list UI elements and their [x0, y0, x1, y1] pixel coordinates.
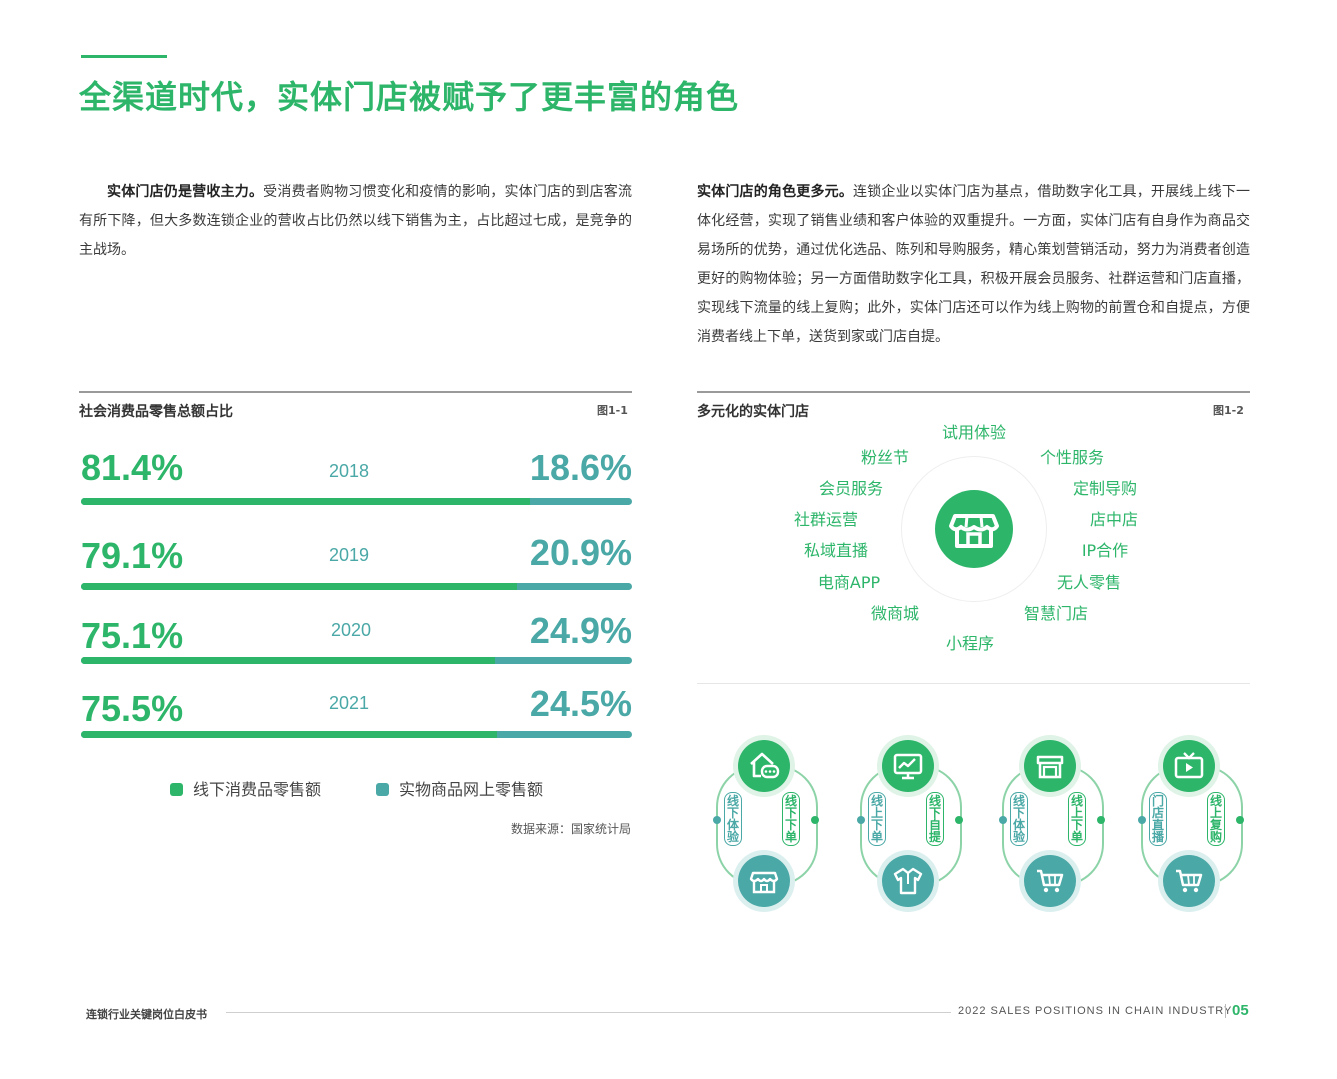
role-label: 微商城: [870, 604, 920, 623]
flow-card: 线上下单 线下自提: [857, 735, 964, 912]
flow-left-label: 线上下单: [868, 792, 886, 846]
flow-card: 线下体验 线下下单: [713, 735, 820, 912]
right-paragraph-body: 连锁企业以实体门店为基点，借助数字化工具，开展线上线下一体化经营，实现了销售业绩…: [697, 184, 1251, 345]
fig2-top-rule: [697, 391, 1250, 393]
offline-share-fill: [81, 498, 530, 505]
offline-share-label: 81.4%: [81, 447, 184, 488]
role-label: 定制导购: [1072, 479, 1138, 498]
offline-share-fill: [81, 583, 517, 590]
year-label: 2021: [329, 693, 370, 713]
data-source: 数据来源：国家统计局: [510, 822, 631, 836]
year-label: 2018: [329, 461, 370, 481]
legend-offline: 线下消费品零售额: [170, 776, 321, 800]
page-title: 全渠道时代，实体门店被赋予了更丰富的角色: [79, 78, 740, 116]
page-number: 05: [1232, 1002, 1249, 1019]
legend-online-label: 实物商品网上零售额: [399, 780, 544, 799]
role-label: 私域直播: [803, 541, 869, 560]
fig2-title: 多元化的实体门店: [697, 404, 809, 420]
flow-arrow-dot: [999, 816, 1007, 824]
left-paragraph: 实体门店仍是营收主力。受消费者购物习惯变化和疫情的影响，实体门店的到店客流有所下…: [79, 178, 632, 265]
right-paragraph: 实体门店的角色更多元。连锁企业以实体门店为基点，借助数字化工具，开展线上线下一体…: [697, 178, 1250, 352]
online-share-label: 20.9%: [529, 532, 632, 573]
role-label: IP合作: [1081, 541, 1129, 560]
cart-icon: [1037, 869, 1064, 893]
flow-arrow-dot: [1138, 816, 1146, 824]
flow-bottom-circle: [738, 855, 790, 907]
offline-share-fill: [81, 731, 497, 738]
fig2-label: 图1-2: [1213, 404, 1244, 417]
online-share-label: 24.5%: [529, 683, 632, 724]
flow-card: 线下体验 线上下单: [999, 735, 1106, 912]
offline-share-label: 79.1%: [81, 535, 184, 576]
storefront-icon: [935, 490, 1013, 568]
flow-arrow-dot: [1236, 816, 1244, 824]
role-label: 个性服务: [1039, 448, 1105, 467]
role-label: 试用体验: [941, 423, 1007, 442]
share-bar: [81, 657, 632, 664]
flow-arrow-dot: [811, 816, 819, 824]
role-label: 无人零售: [1056, 573, 1122, 592]
share-bar: [81, 583, 632, 590]
flow-left-label: 线下体验: [724, 792, 742, 846]
share-bar: [81, 498, 632, 505]
flow-arrow-dot: [1097, 816, 1105, 824]
online-share-label: 18.6%: [529, 447, 632, 488]
shop-icon: [1036, 755, 1064, 779]
flow-card: 门店直播 线上复购: [1138, 735, 1245, 912]
share-bar: [81, 731, 632, 738]
offline-share-fill: [81, 657, 495, 664]
flow-right-label: 线下下单: [782, 792, 800, 846]
legend-swatch-online: [376, 783, 389, 796]
legend-offline-label: 线下消费品零售额: [193, 780, 322, 799]
flow-arrow-dot: [955, 816, 963, 824]
legend-online: 实物商品网上零售额: [376, 776, 543, 800]
center-halo: [901, 456, 1047, 602]
right-paragraph-lead: 实体门店的角色更多元。: [697, 184, 854, 200]
role-label: 店中店: [1089, 510, 1139, 529]
footer-separator: [1225, 1004, 1226, 1018]
section-divider: [697, 683, 1250, 684]
fig1-title: 社会消费品零售总额占比: [79, 404, 233, 420]
offline-share-label: 75.5%: [81, 688, 184, 729]
footer-publication-title: 连锁行业关键岗位白皮书: [86, 1008, 207, 1021]
cart-icon: [1176, 869, 1203, 893]
shirt-icon: [893, 867, 923, 895]
flow-right-label: 线上下单: [1068, 792, 1086, 846]
role-label: 粉丝节: [860, 448, 910, 467]
title-accent-bar: [81, 55, 167, 58]
flow-left-label: 门店直播: [1149, 792, 1167, 846]
offline-share-label: 75.1%: [81, 615, 184, 656]
year-label: 2019: [329, 545, 370, 565]
flow-left-label: 线下体验: [1010, 792, 1028, 846]
left-paragraph-lead: 实体门店仍是营收主力。: [107, 184, 264, 200]
role-label: 社群运营: [793, 510, 859, 529]
tv-play-icon: [1174, 752, 1204, 779]
flow-arrow-dot: [713, 816, 721, 824]
home-chat-icon: [750, 752, 780, 779]
role-label: 智慧门店: [1023, 604, 1089, 623]
monitor-chart-icon: [893, 753, 923, 780]
role-label: 小程序: [945, 634, 995, 653]
store-icon: [749, 871, 779, 894]
legend-swatch-offline: [170, 783, 183, 796]
footer-english-title: 2022 SALES POSITIONS IN CHAIN INDUSTRY: [958, 1005, 1233, 1017]
left-paragraph-body: 受消费者购物习惯变化和疫情的影响，实体门店的到店客流有所下降，但大多数连锁企业的…: [79, 184, 633, 258]
year-label: 2020: [331, 620, 372, 640]
role-label: 电商APP: [817, 573, 881, 592]
flow-right-label: 线下自提: [926, 792, 944, 846]
flow-right-label: 线上复购: [1207, 792, 1225, 846]
role-label: 会员服务: [818, 479, 884, 498]
fig1-label: 图1-1: [597, 404, 628, 417]
footer-rule: [226, 1012, 951, 1013]
fig1-top-rule: [79, 391, 632, 393]
flow-arrow-dot: [857, 816, 865, 824]
online-share-label: 24.9%: [529, 610, 632, 651]
